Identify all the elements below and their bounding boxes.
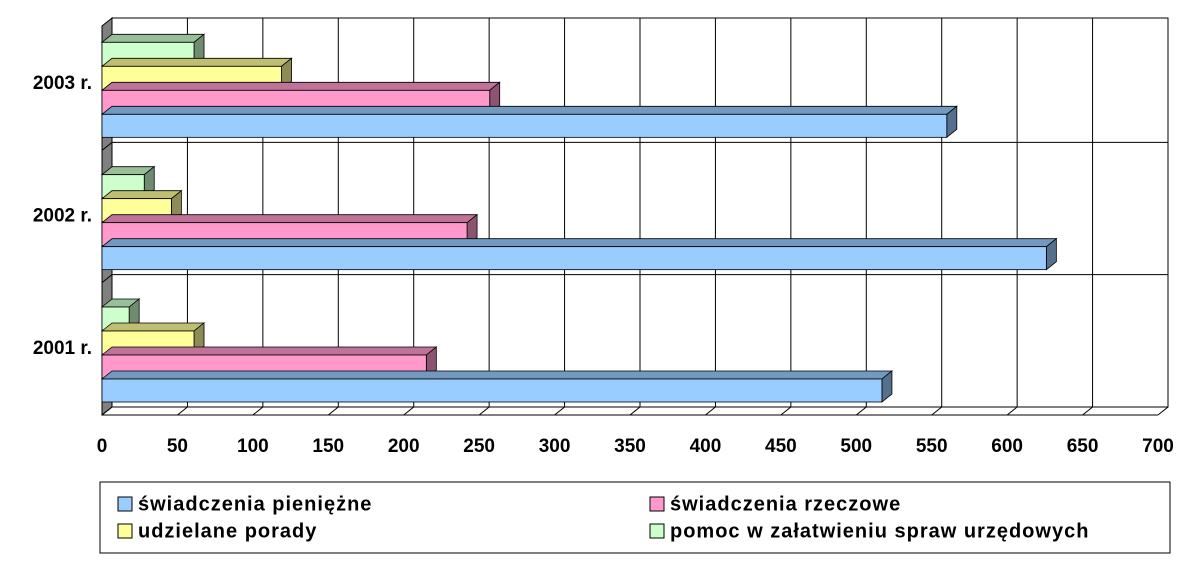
x-tick-label: 650: [1067, 436, 1099, 457]
x-tick-label: 400: [690, 436, 722, 457]
grid-line: [403, 18, 415, 416]
x-tick-label: 0: [97, 436, 108, 457]
grid-line: [780, 18, 792, 416]
y-tick-label: 2002 r.: [33, 206, 92, 227]
bar-top: [100, 190, 183, 200]
x-tick-label: 300: [539, 436, 571, 457]
bar-top: [100, 322, 206, 332]
x-tick-label: 450: [765, 436, 797, 457]
grid-line: [101, 18, 113, 416]
legend-label: świadczenia rzeczowe: [670, 493, 901, 515]
bar-top: [100, 81, 501, 91]
bar-top: [100, 346, 438, 356]
legend-box: [99, 481, 1171, 554]
x-tick-label: 550: [916, 436, 948, 457]
grid-line: [705, 18, 716, 416]
x-tick-label: 500: [840, 436, 872, 457]
bar: [101, 246, 1047, 271]
x-tick-label: 700: [1142, 436, 1174, 457]
grid-line: [177, 18, 188, 416]
legend-swatch: [117, 496, 133, 512]
x-tick-label: 150: [312, 436, 344, 457]
x-tick-label: 350: [614, 436, 646, 457]
y-tick-label: 2001 r.: [33, 338, 92, 359]
grid-line: [554, 18, 566, 416]
x-tick-label: 250: [463, 436, 495, 457]
x-tick-label: 600: [991, 436, 1023, 457]
bar-top: [100, 105, 958, 115]
bar-top: [100, 33, 206, 43]
bar-top: [100, 214, 479, 224]
legend-swatch: [117, 523, 133, 539]
x-tick-label: 200: [388, 436, 420, 457]
bar-top: [100, 57, 293, 67]
bar: [101, 378, 883, 403]
grid-line: [629, 18, 641, 416]
grid-line: [1006, 18, 1018, 416]
x-tick-label: 100: [237, 436, 269, 457]
x-tick-label: 50: [167, 436, 188, 457]
legend-label: pomoc w załatwieniu spraw urzędowych: [670, 520, 1089, 542]
bar-top: [100, 238, 1058, 248]
category-divider: [101, 141, 113, 151]
y-tick-label: 2003 r.: [33, 73, 92, 94]
grid-line: [1157, 18, 1169, 416]
grid-line: [327, 18, 339, 416]
legend-label: świadczenia pieniężne: [138, 493, 372, 515]
bar: [101, 113, 948, 138]
bar-top: [100, 370, 894, 380]
category-divider: [101, 274, 113, 284]
grid-line: [931, 18, 943, 416]
grid-line: [1082, 18, 1094, 416]
grid-line: [478, 18, 490, 416]
legend-swatch: [649, 523, 665, 539]
grid-line: [252, 18, 264, 416]
legend-swatch: [649, 496, 665, 512]
grid-line: [855, 18, 867, 416]
legend-label: udzielane porady: [138, 520, 317, 542]
